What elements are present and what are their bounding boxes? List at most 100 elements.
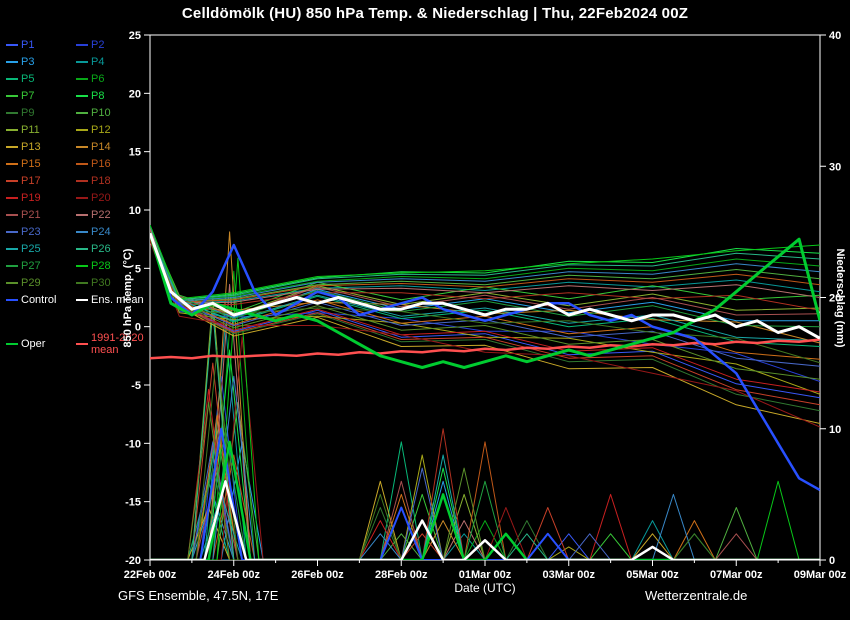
legend-item-p10: P10 (76, 107, 146, 119)
series-p13-temp (150, 241, 820, 424)
legend-item-p4: P4 (76, 56, 146, 68)
y-right-tick-label: 30 (829, 161, 841, 173)
legend-label: P17 (21, 174, 41, 187)
legend-line-swatch (6, 343, 18, 346)
legend-item-p5: P5 (6, 73, 76, 85)
series-p25-temp (150, 234, 820, 342)
legend-line-swatch (6, 43, 18, 46)
legend-label: P6 (91, 72, 105, 85)
series-p14-precip (150, 231, 820, 560)
legend-item-p8: P8 (76, 90, 146, 102)
series-p29-temp (150, 237, 820, 380)
legend-label: P9 (21, 106, 35, 119)
legend-label: P7 (21, 89, 35, 102)
legend-item-ens-mean: Ens. mean (76, 294, 146, 306)
legend-line-swatch (76, 60, 88, 63)
legend-row: P17 P18 (6, 172, 150, 189)
series-p20-temp (150, 241, 820, 428)
series-p23-precip (150, 441, 820, 560)
y-left-tick-label: -5 (131, 380, 141, 392)
y-right-tick-label: 40 (829, 30, 841, 42)
series-ens-mean-precip (150, 480, 820, 560)
legend-line-swatch (76, 77, 88, 80)
series-p2-precip (150, 375, 820, 560)
legend-item-p21: P21 (6, 209, 76, 221)
x-tick-label: 01Mar 00z (459, 569, 512, 581)
legend-item-p11: P11 (6, 124, 76, 136)
legend-label: Ens. mean (91, 293, 144, 306)
legend-row: P13 P14 (6, 138, 150, 155)
legend-label: P10 (91, 106, 111, 119)
series-p24-precip (150, 375, 820, 560)
legend-line-swatch (76, 264, 88, 267)
legend-item-p25: P25 (6, 243, 76, 255)
legend-label: P24 (91, 225, 111, 238)
series-p4-temp (150, 228, 820, 304)
legend-item-p6: P6 (76, 73, 146, 85)
series-p8-temp (150, 225, 820, 301)
legend-item-p27: P27 (6, 260, 76, 272)
series-control-temp (150, 232, 820, 492)
series-p17-precip (150, 362, 820, 560)
legend-item-oper: Oper (6, 338, 76, 350)
x-tick-label: 28Feb 00z (375, 569, 428, 581)
legend-label: P18 (91, 174, 111, 187)
legend-line-swatch (6, 281, 18, 284)
y-left-tick-label: -15 (125, 497, 141, 509)
series-p26-temp (150, 225, 820, 301)
legend-label: P14 (91, 140, 111, 153)
legend-row: P1 P2 (6, 36, 150, 53)
series-p28-temp (150, 225, 820, 300)
legend-label: P13 (21, 140, 41, 153)
legend-item-p17: P17 (6, 175, 76, 187)
y-left-tick-label: 15 (129, 147, 141, 159)
legend: P1 P2 P3 P4 P5 P6 P7 P8 P9 P10 P11 P12 P13 P14 P15 P16 P… (6, 36, 150, 356)
legend-item-p18: P18 (76, 175, 146, 187)
legend-line-swatch (76, 145, 88, 148)
legend-label: P30 (91, 276, 111, 289)
legend-label: P16 (91, 157, 111, 170)
x-tick-label: 24Feb 00z (207, 569, 260, 581)
series-p14-temp (150, 233, 820, 344)
legend-line-swatch (6, 264, 18, 267)
legend-line-swatch (76, 43, 88, 46)
legend-item-p14: P14 (76, 141, 146, 153)
legend-item-p1: P1 (6, 39, 76, 51)
legend-label: P19 (21, 191, 41, 204)
legend-label: P29 (21, 276, 41, 289)
legend-row: P5 P6 (6, 70, 150, 87)
legend-line-swatch (76, 343, 88, 346)
chart-title: Celldömölk (HU) 850 hPa Temp. & Niedersc… (181, 5, 689, 22)
legend-item-p28: P28 (76, 260, 146, 272)
series-oper-temp (150, 232, 820, 369)
legend-item-1991-2020-mean: 1991-2020 mean (76, 332, 150, 356)
legend-line-swatch (76, 111, 88, 114)
legend-line-swatch (6, 179, 18, 182)
series-p16-temp (150, 227, 820, 303)
series-p30-temp (150, 235, 820, 364)
series-p30-precip (150, 349, 820, 560)
legend-item-p15: P15 (6, 158, 76, 170)
legend-item-p3: P3 (6, 56, 76, 68)
series-p2-temp (150, 236, 820, 382)
y-right-tick-label: 10 (829, 424, 841, 436)
legend-row: Control Ens. mean (6, 291, 150, 308)
legend-line-swatch (76, 196, 88, 199)
legend-line-swatch (6, 145, 18, 148)
legend-row: P27 P28 (6, 257, 150, 274)
legend-line-swatch (6, 213, 18, 216)
legend-line-swatch (76, 179, 88, 182)
legend-line-swatch (6, 230, 18, 233)
legend-label: P11 (21, 123, 40, 136)
legend-line-swatch (76, 94, 88, 97)
series-p9-temp (150, 240, 820, 412)
legend-label: P26 (91, 242, 111, 255)
x-tick-label: 26Feb 00z (291, 569, 344, 581)
legend-row: P25 P26 (6, 240, 150, 257)
legend-line-swatch (76, 230, 88, 233)
legend-label: P25 (21, 242, 41, 255)
series-p7-precip (150, 428, 820, 560)
x-tick-label: 22Feb 00z (124, 569, 177, 581)
